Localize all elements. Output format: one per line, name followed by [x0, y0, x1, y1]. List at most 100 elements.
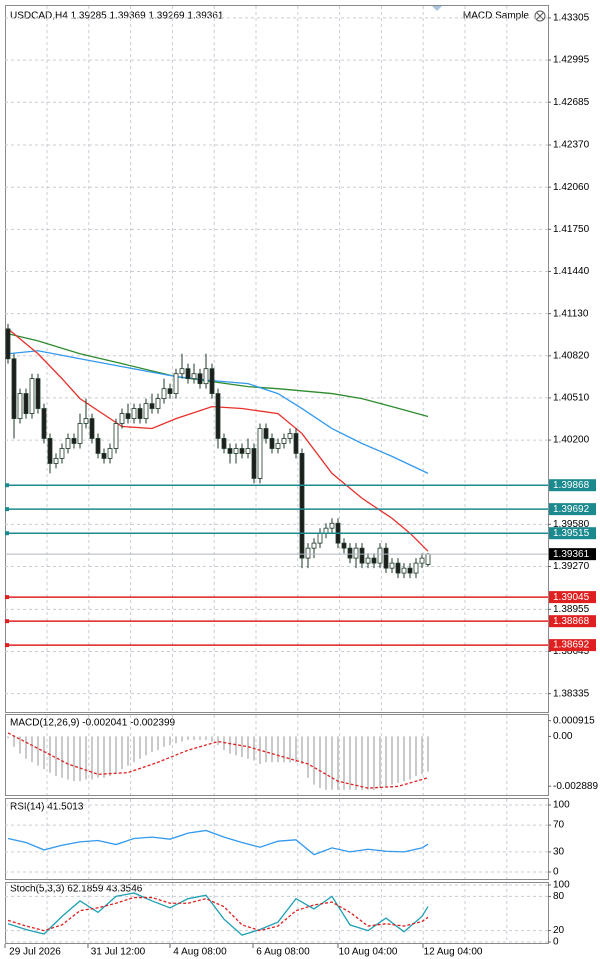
- candle-body: [359, 547, 365, 564]
- macd-label: MACD(12,26,9) -0.002041 -0.002399: [10, 718, 176, 729]
- macd-bar: [169, 736, 171, 746]
- candle-body: [353, 547, 359, 559]
- macd-bar: [193, 736, 195, 740]
- macd-bar: [403, 736, 405, 782]
- level-marker: [5, 531, 9, 536]
- time-label: 12 Aug 04:00: [424, 947, 483, 958]
- macd-bar: [241, 736, 243, 758]
- last-price-label: 1.39361: [553, 549, 590, 560]
- candle-body: [365, 557, 371, 564]
- candle-body: [347, 547, 353, 559]
- macd-bar: [85, 736, 87, 780]
- y-tick-label: 100: [553, 880, 570, 891]
- time-label: 4 Aug 08:00: [173, 947, 227, 958]
- y-tick-label: 1.38645: [553, 646, 590, 657]
- candle-body: [41, 408, 47, 439]
- candle-body: [341, 542, 347, 549]
- candle-body: [281, 438, 287, 444]
- macd-panel: [5, 714, 549, 796]
- candle-body: [323, 527, 329, 534]
- macd-bar: [175, 736, 177, 744]
- candle-body: [95, 438, 101, 454]
- macd-bar: [283, 736, 285, 763]
- macd-bar: [43, 736, 45, 770]
- macd-bar: [55, 736, 57, 777]
- candle-body: [89, 418, 95, 439]
- candle-body: [167, 388, 173, 394]
- macd-bar: [151, 736, 153, 752]
- candle-body: [269, 438, 275, 449]
- candle-body: [215, 393, 221, 439]
- stoch-main: [7, 892, 429, 936]
- macd-bar: [349, 736, 351, 790]
- macd-bar: [343, 736, 345, 790]
- candle-body: [35, 378, 41, 409]
- level-box: [549, 615, 596, 628]
- macd-bar: [121, 736, 123, 770]
- stoch-panel: [5, 882, 549, 944]
- macd-bar: [19, 736, 21, 754]
- candle-body: [257, 428, 263, 479]
- y-tick-label: 80: [553, 891, 565, 902]
- y-tick-label: 1.39580: [553, 519, 590, 530]
- candle-body: [233, 448, 239, 454]
- y-tick-label: 1.38335: [553, 688, 590, 699]
- macd-bar: [301, 736, 303, 764]
- y-tick-label: 0: [553, 867, 559, 878]
- candle-body: [65, 438, 71, 449]
- candle-body: [197, 373, 203, 385]
- candle-body: [389, 562, 395, 569]
- moving-average: [7, 328, 429, 552]
- candle-body: [155, 398, 161, 409]
- candle-body: [53, 458, 59, 464]
- y-tick-label: 1.39270: [553, 561, 590, 572]
- y-tick-label: -0.002889: [553, 781, 598, 792]
- shift-marker[interactable]: [432, 6, 442, 11]
- candle-body: [107, 448, 113, 459]
- candle-body: [425, 553, 431, 565]
- level-label: 1.39692: [553, 504, 590, 515]
- macd-bar: [367, 736, 369, 790]
- macd-bar: [361, 736, 363, 790]
- candle-body: [137, 408, 143, 419]
- chart-title: USDCAD,H4 1.39285 1.39369 1.39269 1.3936…: [10, 11, 224, 22]
- y-tick-label: 1.41440: [553, 266, 590, 277]
- candle-body: [23, 393, 29, 414]
- candle-body: [383, 547, 389, 569]
- y-tick-label: 1.40200: [553, 435, 590, 446]
- macd-bar: [13, 736, 15, 747]
- candle-body: [263, 428, 269, 439]
- y-tick-label: 1.38955: [553, 604, 590, 615]
- macd-bar: [385, 736, 387, 787]
- candle-body: [191, 373, 197, 380]
- candle-body: [395, 562, 401, 574]
- candle-body: [59, 448, 65, 459]
- candle-body: [119, 413, 125, 424]
- macd-bar: [307, 736, 309, 778]
- macd-bar: [235, 736, 237, 756]
- candle-body: [143, 403, 149, 419]
- candle-body: [419, 557, 425, 564]
- macd-bar: [187, 736, 189, 740]
- y-tick-label: 1.40510: [553, 393, 590, 404]
- moving-average: [7, 350, 429, 474]
- candle-body: [125, 413, 131, 419]
- y-tick-label: 1.42685: [553, 97, 590, 108]
- macd-bar: [277, 736, 279, 763]
- level-label: 1.39515: [553, 528, 590, 539]
- level-marker: [5, 595, 9, 600]
- macd-bar: [337, 736, 339, 790]
- y-tick-label: 0: [553, 937, 559, 948]
- macd-bar: [247, 736, 249, 759]
- candle-body: [11, 358, 17, 419]
- icon-circle[interactable]: [534, 10, 546, 22]
- level-label: 1.38692: [553, 640, 590, 651]
- candle-body: [203, 368, 209, 385]
- level-box: [549, 503, 596, 516]
- macd-bar: [163, 736, 165, 747]
- level-marker: [5, 619, 9, 624]
- y-tick-label: 70: [553, 820, 565, 831]
- macd-bar: [295, 736, 297, 763]
- candle-body: [239, 448, 245, 454]
- y-tick-label: 1.42060: [553, 182, 590, 193]
